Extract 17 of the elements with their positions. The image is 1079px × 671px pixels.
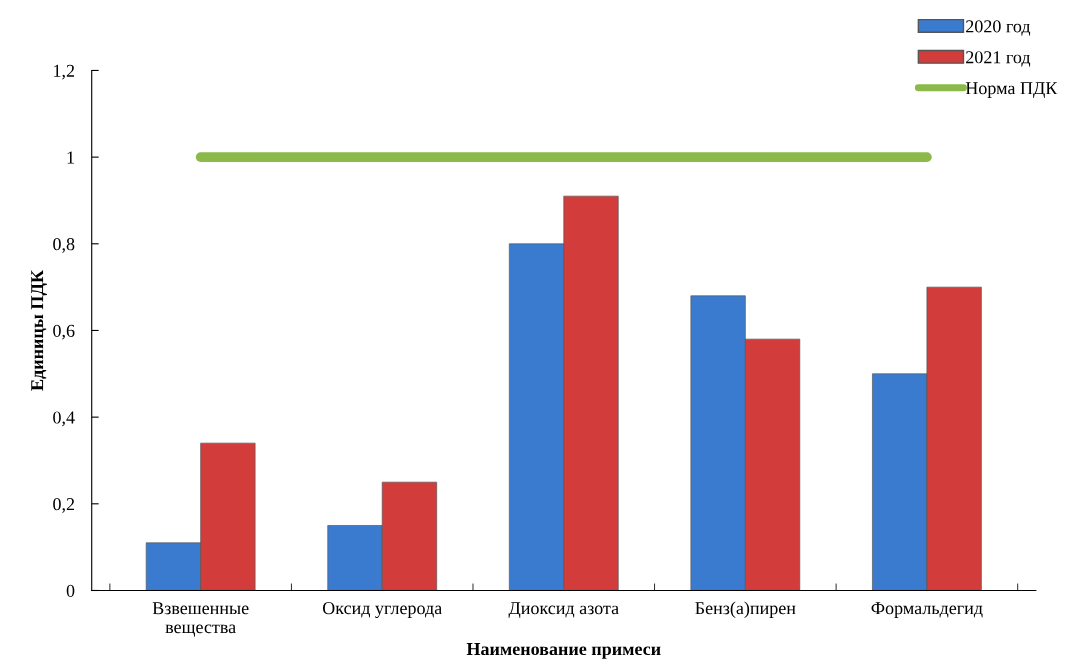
y-tick-label: 0,6 [53, 324, 75, 340]
x-tick-label: Диоксид азота [508, 602, 619, 618]
legend-label: Норма ПДК [965, 82, 1058, 98]
x-tick-label: Взвешенные вещества [152, 602, 249, 637]
y-tick-label: 1 [67, 151, 74, 164]
y-tick-label: 0,2 [53, 498, 75, 513]
x-tick-label: Бенз(а)пирен [695, 601, 796, 618]
y-tick-label: 0,8 [53, 238, 75, 253]
y-tick-label: 0 [66, 584, 75, 597]
y-tick-label: 0,4 [53, 411, 75, 427]
legend-label: 2020 год [966, 20, 1031, 36]
x-tick-label: Формальдегид [871, 602, 983, 618]
y-tick-label: 1,2 [54, 64, 75, 80]
x-axis-title: Наименование примеси [466, 643, 661, 659]
legend-label: 2021 год [966, 51, 1031, 67]
y-axis-title: Единицы ПДК [31, 270, 47, 391]
x-tick-label: Оксид углерода [322, 602, 442, 618]
